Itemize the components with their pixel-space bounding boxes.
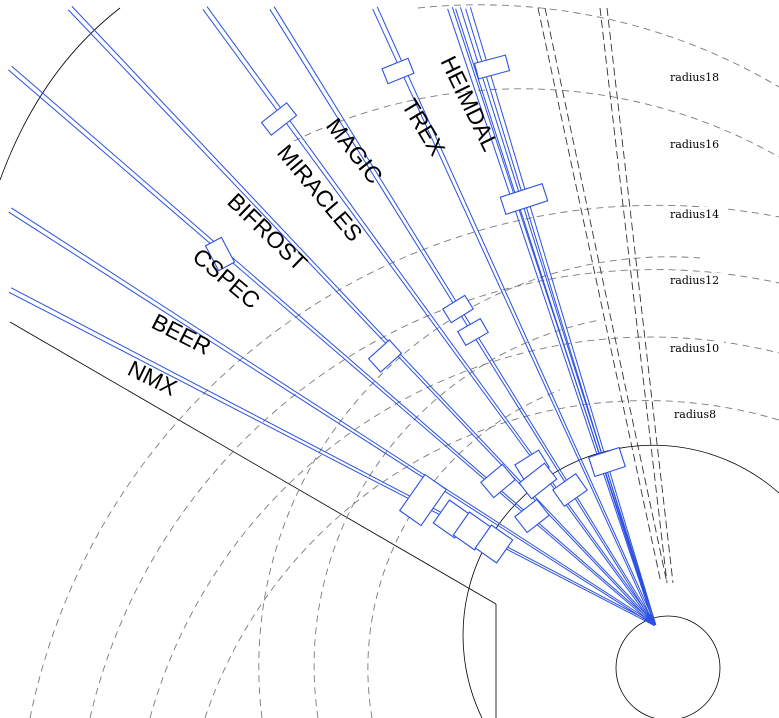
beam-guide-line (273, 6, 657, 625)
beam-guide-line (10, 287, 656, 625)
beam-guide-line (372, 8, 655, 626)
instrument-label-bifrost: BIFROST (223, 188, 313, 276)
radius-arc-12 (89, 269, 779, 718)
beam-guide-line (447, 8, 655, 626)
chopper-box (456, 317, 490, 347)
chopper-box (518, 462, 558, 500)
radius-arc-10 (149, 336, 779, 718)
monolith-inner-circle (615, 615, 721, 718)
beam-guide-line (376, 6, 657, 625)
instrument-label-trex: TREX (397, 94, 451, 160)
chopper-box (587, 446, 627, 478)
beam-guide-line (8, 69, 655, 626)
chopper-box (260, 102, 298, 136)
chopper-boxes (204, 54, 627, 564)
radius-label-12: radius12 (670, 274, 719, 287)
chopper-box (499, 182, 549, 216)
sector-boundary-diagonal (9, 321, 497, 605)
chopper-box (480, 463, 516, 499)
beam-guide-line (11, 207, 656, 625)
beam-guide-line (465, 8, 655, 626)
radius-arc-4 (313, 319, 601, 718)
beam-guide-line (71, 5, 656, 625)
chopper-box (441, 294, 475, 324)
guide-dashed-a2 (544, 7, 668, 584)
beam-guide-line (455, 8, 655, 626)
radius-labels: radius18 radius16 radius14 radius12 radi… (668, 70, 724, 421)
radius-arc-6 (258, 256, 701, 718)
radius-arc-18 (417, 4, 779, 88)
radius-label-16: radius16 (670, 138, 719, 151)
chopper-box (204, 236, 236, 272)
beam-guide-line (206, 6, 657, 625)
bunker-outer-arc (0, 7, 121, 181)
guide-dashed-b2 (606, 7, 674, 584)
radius-arc-16 (293, 88, 779, 158)
radius-arc-14 (29, 204, 779, 718)
radius-arcs (29, 4, 779, 718)
beam-guide-line (67, 9, 655, 626)
beam-guide-line (8, 291, 655, 627)
guide-dashed-a1 (537, 7, 662, 584)
beam-guide-line (469, 7, 657, 625)
beam-guide-line (202, 9, 655, 626)
beam-guide-line (8, 211, 655, 627)
vertical-dashed-guides (537, 7, 674, 584)
chopper-box (552, 473, 588, 507)
chopper-box (514, 498, 550, 534)
chopper-box (381, 57, 415, 85)
radius-label-14: radius14 (670, 208, 719, 221)
chopper-box (398, 473, 448, 527)
radius-label-10: radius10 (670, 342, 719, 355)
chopper-box (367, 339, 403, 373)
instrument-labels: HEIMDAL TREX MAGIC MIRACLES BIFROST CSPE… (124, 52, 504, 401)
beam-guide-line (269, 9, 655, 626)
beam-guide-line (11, 65, 656, 625)
radius-arc-2 (367, 389, 561, 718)
guide-dashed-b1 (599, 7, 668, 584)
radius-label-18: radius18 (670, 71, 719, 84)
radius-label-8: radius8 (674, 408, 716, 421)
monolith-outer-arc (462, 444, 779, 718)
chopper-box (474, 524, 514, 564)
beam-guide-line (451, 7, 657, 625)
chopper-box (473, 54, 511, 80)
beam-guides (8, 5, 657, 627)
target-outlines (0, 7, 779, 718)
instrument-label-beer: BEER (148, 308, 216, 360)
